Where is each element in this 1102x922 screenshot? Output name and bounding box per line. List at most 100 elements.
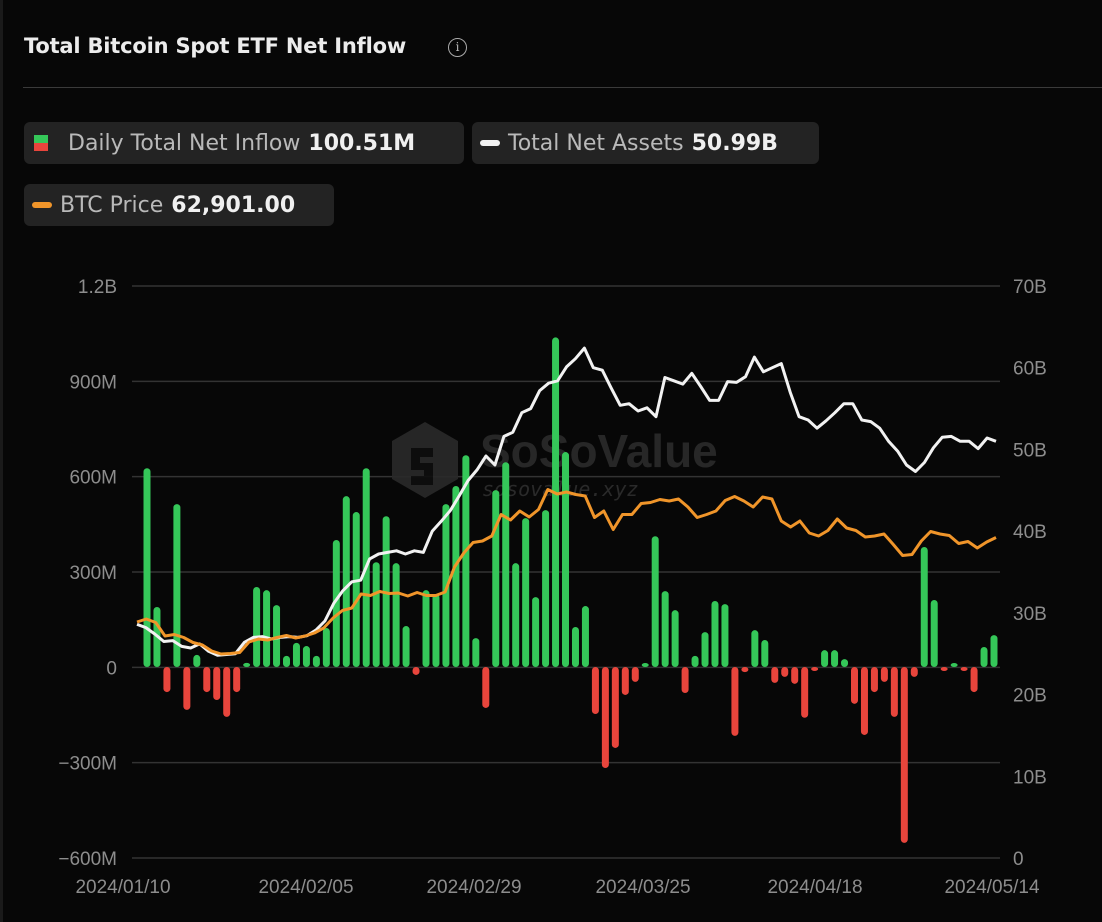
inflow-bar xyxy=(283,655,291,667)
inflow-bar xyxy=(741,667,749,673)
svg-text:0: 0 xyxy=(1013,849,1024,870)
inflow-bar xyxy=(193,654,201,667)
legend-inflow[interactable]: Daily Total Net Inflow 100.51M xyxy=(24,122,464,164)
svg-text:60B: 60B xyxy=(1013,359,1047,380)
svg-text:20B: 20B xyxy=(1013,686,1047,707)
info-icon[interactable]: i xyxy=(448,38,467,57)
inflow-bar xyxy=(542,510,550,667)
inflow-bar xyxy=(432,593,440,667)
inflow-bar xyxy=(850,667,858,704)
inflow-bar xyxy=(791,667,799,684)
inflow-bar xyxy=(581,606,589,667)
legend-assets-value: 50.99B xyxy=(691,130,778,156)
svg-text:50B: 50B xyxy=(1013,440,1047,461)
inflow-bar xyxy=(452,486,460,667)
sosovalue-logo-icon xyxy=(392,422,458,498)
inflow-bar xyxy=(751,630,759,667)
inflow-bar xyxy=(253,586,261,667)
header-divider xyxy=(23,87,1102,88)
inflow-bar xyxy=(651,536,659,667)
inflow-bar xyxy=(223,667,231,717)
inflow-bar xyxy=(322,627,330,667)
inflow-bar xyxy=(552,337,560,667)
inflow-bar xyxy=(970,667,978,693)
svg-text:40B: 40B xyxy=(1013,522,1047,543)
svg-text:−600M: −600M xyxy=(58,849,117,870)
inflow-bar xyxy=(940,667,948,671)
inflow-bar xyxy=(841,659,849,667)
inflow-bar xyxy=(701,632,709,667)
svg-text:600M: 600M xyxy=(69,468,117,489)
inflow-bar xyxy=(711,600,719,667)
legend-inflow-label: Daily Total Net Inflow xyxy=(68,130,301,156)
inflow-bar xyxy=(980,646,988,667)
svg-text:70B: 70B xyxy=(1013,277,1047,298)
x-axis-labels: 2024/01/10 2024/02/05 2024/02/29 2024/03/25… xyxy=(75,877,1040,898)
inflow-bar xyxy=(781,667,789,677)
svg-text:2024/02/29: 2024/02/29 xyxy=(426,877,521,898)
legend-assets-label: Total Net Assets xyxy=(508,130,684,156)
left-border xyxy=(0,0,3,922)
inflow-bar xyxy=(203,667,211,693)
inflow-bar xyxy=(312,655,320,667)
inflow-bar xyxy=(990,635,998,667)
inflow-bar xyxy=(721,604,729,667)
inflow-bar xyxy=(601,667,609,768)
inflow-bar xyxy=(352,512,360,667)
inflow-bar xyxy=(681,667,689,694)
legend-price-value: 62,901.00 xyxy=(171,192,296,218)
legend-price-label: BTC Price xyxy=(60,192,164,218)
inflow-bar xyxy=(761,640,769,667)
inflow-bar xyxy=(611,667,619,748)
inflow-bar xyxy=(183,667,191,710)
inflow-bar xyxy=(263,590,271,667)
inflow-bar xyxy=(512,563,520,667)
svg-text:2024/02/05: 2024/02/05 xyxy=(258,877,353,898)
inflow-bar xyxy=(173,504,181,667)
inflow-bar xyxy=(930,600,938,667)
inflow-bar xyxy=(472,638,480,667)
inflow-bar xyxy=(143,468,151,667)
inflow-bar xyxy=(631,667,639,682)
legend-assets[interactable]: Total Net Assets 50.99B xyxy=(472,122,819,164)
inflow-bar xyxy=(671,610,679,667)
inflow-bar xyxy=(591,667,599,714)
inflow-bar xyxy=(522,518,530,667)
left-axis-labels: 1.2B 900M 600M 300M 0 −300M −600M xyxy=(58,277,117,870)
inflow-bar xyxy=(332,540,340,667)
inflow-bar xyxy=(960,667,968,671)
assets-line-swatch-icon xyxy=(480,140,500,146)
watermark-name: SoSoValue xyxy=(480,425,718,477)
inflow-bar xyxy=(292,642,300,667)
inflow-bar xyxy=(731,667,739,736)
svg-text:900M: 900M xyxy=(69,372,117,393)
inflow-bar xyxy=(571,626,579,667)
inflow-bar xyxy=(831,650,839,667)
inflow-bar xyxy=(860,667,868,735)
inflow-bar xyxy=(771,667,779,683)
inflow-bar xyxy=(392,563,400,667)
inflow-bar xyxy=(402,626,410,667)
svg-text:10B: 10B xyxy=(1013,767,1047,788)
inflow-bar xyxy=(811,667,819,671)
svg-text:0: 0 xyxy=(106,658,117,679)
inflow-bar xyxy=(482,667,490,708)
chart-title: Total Bitcoin Spot ETF Net Inflow xyxy=(24,34,407,58)
inflow-bar xyxy=(412,667,420,675)
btc-price-line xyxy=(136,488,997,656)
inflow-bar xyxy=(462,455,470,667)
price-line-swatch-icon xyxy=(32,202,52,208)
svg-text:2024/03/25: 2024/03/25 xyxy=(595,877,690,898)
inflow-bar xyxy=(950,663,958,667)
inflow-bar xyxy=(801,667,809,718)
inflow-bar xyxy=(213,667,221,701)
legend-price[interactable]: BTC Price 62,901.00 xyxy=(24,184,334,226)
inflow-bar xyxy=(661,591,669,667)
inflow-bar xyxy=(562,452,570,667)
svg-text:1.2B: 1.2B xyxy=(78,277,117,298)
inflow-bar xyxy=(163,667,171,693)
right-axis-labels: 70B 60B 50B 40B 30B 20B 10B 0 xyxy=(1013,277,1047,870)
svg-text:−300M: −300M xyxy=(58,754,117,775)
inflow-bar xyxy=(920,546,928,667)
